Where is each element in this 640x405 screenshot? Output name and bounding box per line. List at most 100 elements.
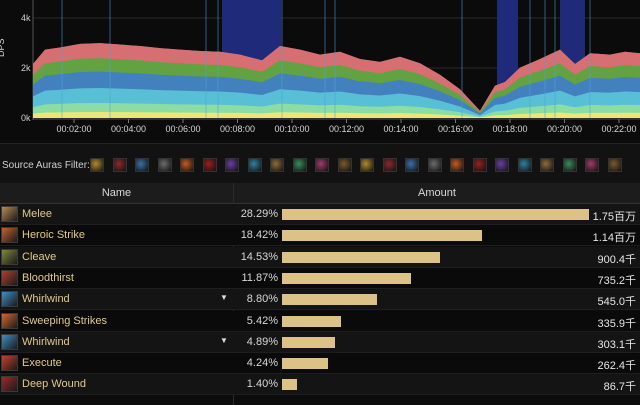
table-row[interactable]: Melee 28.29% 1.75百万 [0,204,640,225]
y-tick-label: 0k [21,113,31,123]
table-header: Name Amount [0,183,640,204]
orb-icon[interactable] [562,158,577,172]
magic-icon[interactable] [247,158,262,172]
damage-bar [282,379,298,391]
damage-percent: 11.87% [241,271,279,284]
table-row[interactable]: Heroic Strike 18.42% 1.14百万 [0,225,640,247]
damage-amount: 262.4千 [597,360,636,373]
ability-name-link[interactable]: Cleave [22,250,57,263]
ability-name-link[interactable]: Whirlwind [22,335,70,348]
damage-bar [282,230,482,242]
light-icon[interactable] [450,158,464,172]
demon-icon[interactable] [112,158,127,172]
y-tick-label: 4k [21,13,31,23]
damage-bar [282,358,329,370]
cleave-icon [1,248,18,265]
dark-icon[interactable] [607,158,622,172]
void-icon[interactable] [585,158,599,172]
sword-icon[interactable] [270,158,284,172]
bloodthirst-icon [1,269,18,286]
rune-icon[interactable] [225,158,239,172]
ability-name-link[interactable]: Sweeping Strikes [22,314,107,327]
eye-icon[interactable] [292,158,307,172]
melee-icon [1,206,18,222]
x-tick-label: 00:18:00 [492,124,527,134]
execute-icon [1,355,18,372]
damage-bar [282,294,378,306]
crest-icon[interactable] [90,158,104,172]
heroic-strike-icon [1,227,18,244]
damage-percent: 1.40% [246,378,278,391]
damage-amount: 335.9千 [597,317,636,330]
ability-name-link[interactable]: Execute [22,357,62,370]
whirlwind-icon [1,291,18,308]
potion-icon[interactable] [540,158,554,172]
damage-bar [282,315,341,327]
aura-filter-label: Source Auras Filter: [2,160,90,171]
damage-amount: 1.14百万 [592,232,636,245]
shield-icon[interactable] [157,158,172,172]
flame-icon[interactable] [382,158,397,172]
fire-icon[interactable] [180,158,194,172]
y-axis-label: DPS [0,38,6,57]
table-row[interactable]: Deep Wound 1.40% 86.7千 [0,374,640,396]
vertical-markers [61,0,591,118]
damage-bar [282,272,411,284]
x-tick-label: 00:20:00 [547,124,582,134]
x-tick-label: 00:14:00 [383,124,418,134]
y-tick-label: 2k [21,63,31,73]
x-tick-label: 00:06:00 [165,124,200,134]
damage-amount: 735.2千 [597,274,636,287]
ability-name-link[interactable]: Whirlwind [22,293,70,306]
table-row[interactable]: Whirlwind ▼ 8.80% 545.0千 [0,289,640,311]
x-tick-label: 00:04:00 [111,124,146,134]
damage-amount: 86.7千 [603,381,636,394]
claw-icon[interactable] [337,158,352,172]
source-auras-filter: Source Auras Filter: [0,143,640,184]
nature-icon[interactable] [427,158,442,172]
table-row[interactable]: Cleave 14.53% 900.4千 [0,246,640,268]
damage-amount: 1.75百万 [592,211,636,223]
axe-icon[interactable] [315,158,329,172]
damage-bar [282,336,336,348]
gear-icon[interactable] [405,158,419,172]
deep-wound-icon [1,376,18,393]
frost-icon[interactable] [135,158,149,172]
table-row[interactable]: Bloodthirst 11.87% 735.2千 [0,267,640,289]
spark-icon[interactable] [495,158,509,172]
damage-amount: 303.1千 [597,338,636,351]
x-tick-label: 00:02:00 [56,124,91,134]
expand-toggle-icon[interactable]: ▼ [220,293,228,303]
dps-graph[interactable]: DPS 4k 2k 0k 00:02:00 00:04:00 00:06:00 00:08… [0,0,640,143]
whirlwind-icon [1,333,18,350]
sweeping-strikes-icon [1,312,18,329]
bolt-icon[interactable] [360,158,374,172]
table-row[interactable]: Execute 4.24% 262.4千 [0,353,640,375]
star-icon[interactable] [517,158,532,172]
ability-name-link[interactable]: Heroic Strike [22,229,85,242]
amount-column-header[interactable]: Amount [418,187,456,199]
damage-bar [282,251,440,263]
area-series-0 [33,112,640,118]
damage-amount: 900.4千 [597,253,636,266]
mask-icon[interactable] [472,158,487,172]
ability-name-link[interactable]: Bloodthirst [22,271,74,284]
x-tick-label: 00:16:00 [438,124,473,134]
area-series [33,43,640,119]
expand-toggle-icon[interactable]: ▼ [220,335,228,345]
x-tick-label: 00:10:00 [274,124,309,134]
x-tick-label: 00:08:00 [220,124,255,134]
damage-percent: 14.53% [240,250,278,263]
damage-percent: 8.80% [246,293,278,306]
blood-icon[interactable] [202,158,217,172]
table-row[interactable]: Sweeping Strikes 5.42% 335.9千 [0,310,640,332]
ability-name-link[interactable]: Deep Wound [22,378,87,391]
damage-percent: 5.42% [246,314,278,327]
ability-name-link[interactable]: Melee [22,208,52,220]
table-row[interactable]: Whirlwind ▼ 4.89% 303.1千 [0,331,640,353]
damage-percent: 28.29% [240,208,278,220]
x-tick-label: 00:22:00 [601,124,636,134]
x-tick-label: 00:12:00 [329,124,364,134]
dps-area-chart[interactable]: DPS 4k 2k 0k 00:02:00 00:04:00 00:06:00 00:08… [0,0,640,143]
name-column-header[interactable]: Name [101,187,132,199]
